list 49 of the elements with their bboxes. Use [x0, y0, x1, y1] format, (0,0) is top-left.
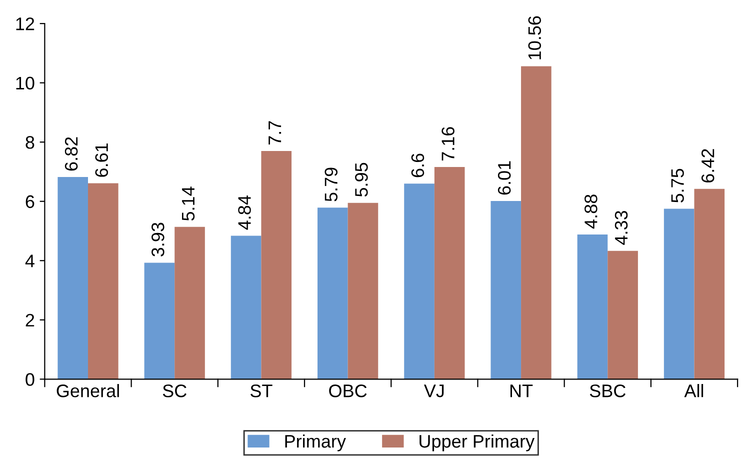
x-tick-label: SC [162, 384, 186, 398]
data-label: 3.93 [152, 222, 164, 256]
data-label: 7.16 [442, 127, 454, 160]
data-label: 7.7 [268, 121, 282, 144]
x-tick-label: OBC [329, 384, 367, 398]
y-tick-label: 12 [16, 17, 34, 30]
data-label: 6.6 [411, 154, 424, 178]
data-label: 4.84 [238, 196, 251, 230]
bar [434, 166, 465, 380]
y-tick-label: 6 [26, 195, 34, 208]
bar [174, 226, 205, 380]
bar [88, 183, 118, 380]
data-label: 5.79 [324, 168, 338, 202]
x-tick-label: NT [510, 384, 533, 398]
bar [694, 188, 725, 380]
legend-label: Upper Primary [420, 434, 535, 452]
data-label: 6.01 [498, 161, 511, 195]
bar [261, 150, 292, 380]
data-label: 5.95 [355, 162, 368, 197]
bar [230, 236, 262, 380]
x-tick-label: VJ [424, 384, 444, 398]
bar [144, 262, 175, 380]
data-label: 5.75 [671, 168, 684, 202]
x-tick-label: ST [250, 384, 272, 398]
data-label: 10.56 [528, 16, 542, 60]
bar [348, 202, 378, 380]
data-label: 6.42 [701, 149, 714, 182]
bar [521, 66, 552, 380]
bar [608, 250, 638, 380]
y-tick-label: 10 [16, 76, 34, 90]
bar [318, 208, 348, 380]
data-label: 4.88 [584, 194, 598, 229]
y-tick-label: 2 [26, 314, 34, 326]
bar [490, 201, 522, 380]
y-tick-label: 0 [26, 373, 34, 386]
x-tick-label: All [684, 384, 704, 398]
x-tick-label: SBC [590, 384, 626, 398]
bar [404, 184, 434, 380]
data-label: 6.82 [64, 137, 78, 171]
y-tick-label: 4 [25, 254, 34, 268]
bar [577, 234, 608, 380]
bar [58, 177, 88, 380]
data-label: 6.61 [95, 143, 108, 177]
legend-label: Primary [285, 434, 346, 452]
y-tick-label: 8 [26, 136, 34, 149]
data-label: 5.14 [182, 186, 195, 221]
bar [664, 208, 694, 380]
x-tick-label: General [56, 384, 119, 398]
data-label: 4.33 [614, 210, 628, 245]
